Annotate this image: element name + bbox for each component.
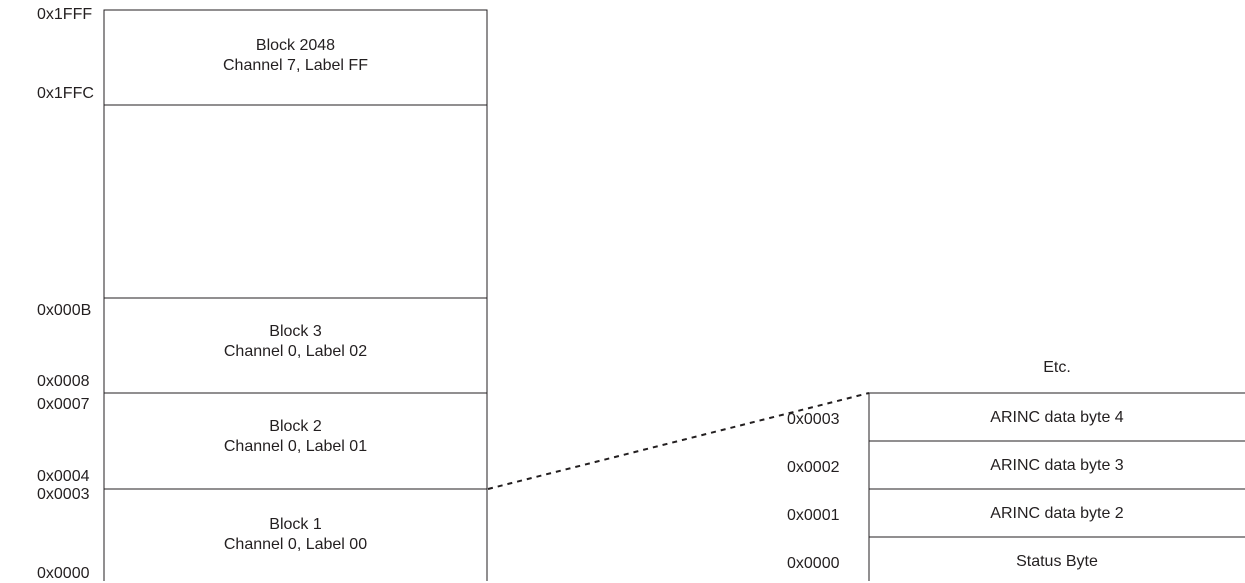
block-label-2: Block 2 Channel 0, Label 01 bbox=[104, 417, 487, 457]
block-subtitle: Channel 0, Label 01 bbox=[223, 438, 368, 455]
block-title: Block 2048 bbox=[255, 37, 336, 54]
block-label-2048: Block 2048 Channel 7, Label FF bbox=[104, 36, 487, 76]
memory-column-outline bbox=[103, 9, 488, 581]
block-label-1: Block 1 Channel 0, Label 00 bbox=[104, 515, 487, 555]
etc-label: Etc. bbox=[1043, 359, 1071, 376]
block-subtitle: Channel 0, Label 00 bbox=[223, 536, 368, 553]
address-label: 0x0003 bbox=[37, 486, 90, 503]
detail-address: 0x0003 bbox=[787, 411, 840, 428]
address-label: 0x1FFF bbox=[37, 6, 93, 23]
address-label: 0x0000 bbox=[37, 565, 90, 582]
block-subtitle: Channel 7, Label FF bbox=[223, 57, 368, 74]
detail-row-label: ARINC data byte 4 bbox=[990, 409, 1124, 426]
detail-row-label: ARINC data byte 3 bbox=[990, 457, 1124, 474]
block-subtitle: Channel 0, Label 02 bbox=[223, 343, 368, 360]
block-title: Block 2 bbox=[269, 418, 322, 435]
address-label: 0x1FFC bbox=[37, 85, 94, 102]
block-title: Block 1 bbox=[269, 516, 322, 533]
address-label: 0x0004 bbox=[37, 468, 90, 485]
detail-address: 0x0002 bbox=[787, 459, 840, 476]
block-title: Block 3 bbox=[269, 323, 322, 340]
address-label: 0x000B bbox=[37, 302, 92, 319]
block-label-3: Block 3 Channel 0, Label 02 bbox=[104, 322, 487, 362]
detail-address: 0x0000 bbox=[787, 555, 840, 572]
detail-row-label: Status Byte bbox=[1016, 553, 1098, 570]
detail-row-label: ARINC data byte 2 bbox=[990, 505, 1124, 522]
address-label: 0x0007 bbox=[37, 396, 90, 413]
address-label: 0x0008 bbox=[37, 373, 90, 390]
detail-address: 0x0001 bbox=[787, 507, 840, 524]
